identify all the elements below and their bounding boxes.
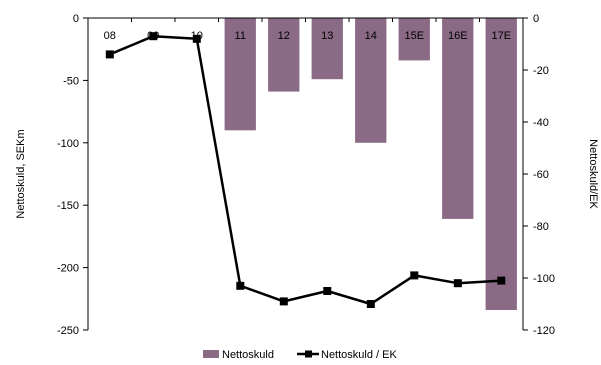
- right-tick-label: -80: [533, 221, 549, 233]
- line-point-17E: [497, 276, 506, 285]
- legend-label-ratio: Nettoskuld / EK: [321, 349, 397, 361]
- bar-12: [268, 18, 300, 92]
- left-tick-label: -50: [63, 75, 79, 87]
- line-point-12: [279, 297, 288, 306]
- category-label-16E: 16E: [448, 30, 468, 42]
- series-line-nettoskuld-ek: [109, 34, 502, 306]
- category-label-15E: 15E: [404, 30, 424, 42]
- category-label-12: 12: [278, 30, 290, 42]
- legend-marker-ratio: [305, 350, 312, 358]
- category-labels: 08 09 10 11 12 13 14 15E 16E 17E: [104, 30, 511, 42]
- line-point-14: [366, 300, 375, 308]
- bar-16E: [442, 18, 474, 219]
- bar-17E: [485, 18, 517, 310]
- right-tick-label: -60: [533, 169, 549, 181]
- legend-swatch-nettoskuld: [203, 350, 219, 358]
- legend: Nettoskuld Nettoskuld / EK: [203, 349, 397, 361]
- left-tick-label: -200: [57, 263, 79, 275]
- bar-13: [311, 18, 343, 80]
- left-tick-label: -250: [57, 325, 79, 337]
- line-point-11: [236, 281, 245, 290]
- bar-11: [224, 18, 256, 131]
- category-label-10: 10: [191, 30, 203, 42]
- right-tick-label: 0: [533, 13, 539, 25]
- right-tick-label: -120: [533, 325, 555, 337]
- line-point-10: [192, 34, 201, 43]
- right-tick-label: -40: [533, 117, 549, 129]
- line-point-09: [149, 32, 158, 41]
- ticks-right: 0 -20 -40 -60 -80 -100 -120: [523, 13, 555, 337]
- ticks-left: 0 -50 -100 -150 -200 -250: [57, 13, 88, 337]
- category-label-08: 08: [104, 30, 116, 42]
- y2-axis-label: Nettoskuld/EK: [587, 139, 599, 209]
- left-tick-label: 0: [73, 13, 79, 25]
- bars-layer: [224, 18, 517, 310]
- line-point-16E: [453, 279, 462, 288]
- left-tick-label: -150: [57, 200, 79, 212]
- legend-label-nettoskuld: Nettoskuld: [222, 349, 274, 361]
- left-tick-label: -100: [57, 138, 79, 150]
- line-layer: [105, 32, 506, 308]
- right-tick-label: -100: [533, 273, 555, 285]
- bar-15E: [398, 18, 430, 61]
- line-point-15E: [410, 271, 419, 280]
- line-point-13: [323, 287, 332, 295]
- category-label-13: 13: [321, 30, 333, 42]
- right-tick-label: -20: [533, 65, 549, 77]
- y-axis-label: Nettoskuld, SEKm: [15, 129, 27, 218]
- line-point-08: [105, 50, 114, 59]
- category-label-17E: 17E: [491, 30, 511, 42]
- category-label-09: 09: [147, 30, 159, 42]
- category-label-11: 11: [235, 30, 246, 42]
- bar-14: [355, 18, 387, 143]
- category-label-14: 14: [365, 30, 377, 42]
